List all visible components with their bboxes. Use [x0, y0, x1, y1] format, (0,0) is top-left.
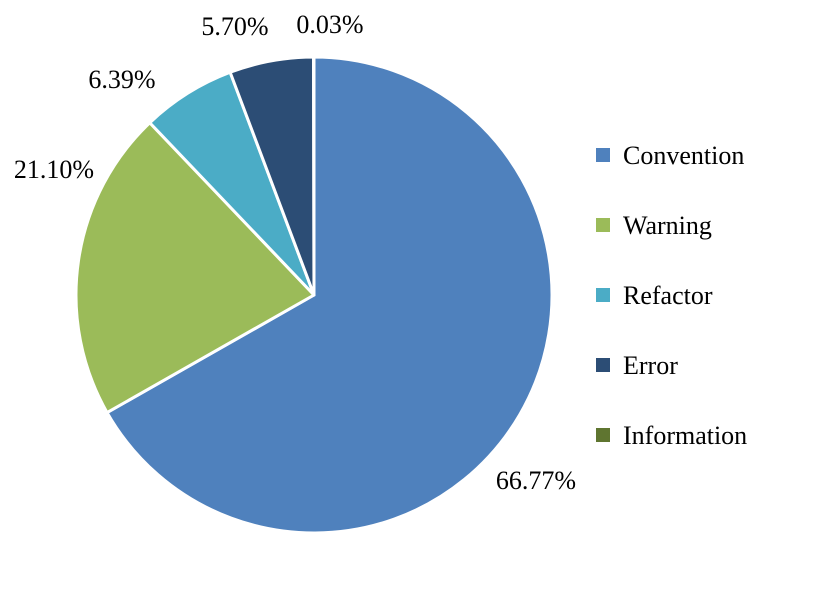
slice-label-error: 5.70%: [201, 12, 268, 41]
legend-swatch-refactor: [596, 288, 610, 302]
legend-item-information: Information: [596, 421, 747, 450]
pie-slices: [76, 57, 552, 533]
legend-label-convention: Convention: [623, 141, 744, 170]
slice-label-information: 0.03%: [296, 10, 363, 39]
legend-item-refactor: Refactor: [596, 281, 713, 310]
legend-label-error: Error: [623, 351, 678, 380]
legend: Convention Warning Refactor Error Informatio…: [596, 141, 747, 450]
legend-swatch-information: [596, 428, 610, 442]
legend-label-refactor: Refactor: [623, 281, 713, 310]
legend-item-convention: Convention: [596, 141, 744, 170]
legend-swatch-warning: [596, 218, 610, 232]
legend-swatch-convention: [596, 148, 610, 162]
legend-item-warning: Warning: [596, 211, 712, 240]
legend-label-information: Information: [623, 421, 747, 450]
legend-swatch-error: [596, 358, 610, 372]
legend-item-error: Error: [596, 351, 678, 380]
slice-label-convention: 66.77%: [496, 466, 576, 495]
slice-label-refactor: 6.39%: [88, 65, 155, 94]
legend-label-warning: Warning: [623, 211, 712, 240]
slice-label-warning: 21.10%: [14, 155, 94, 184]
